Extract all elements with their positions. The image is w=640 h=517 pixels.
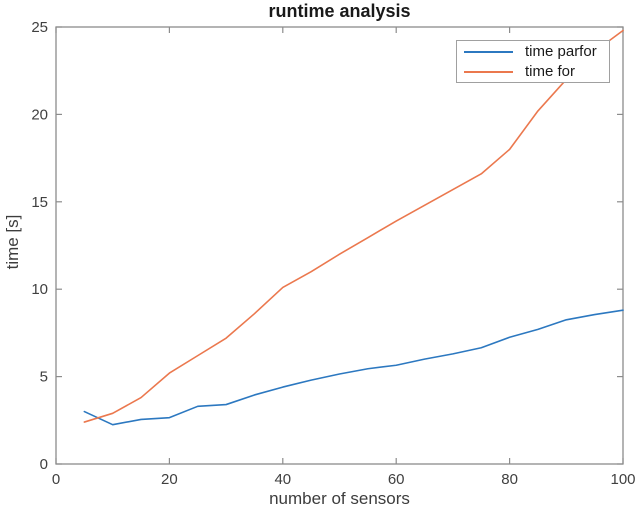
series-line-time-for bbox=[83, 29, 624, 423]
legend-line-sample-parfor-icon bbox=[464, 50, 513, 53]
chart-title: runtime analysis bbox=[268, 1, 411, 21]
y-tick-label: 25 bbox=[31, 19, 48, 36]
plot-frame bbox=[55, 26, 624, 465]
legend-item-time-for: time for bbox=[457, 62, 609, 82]
x-tick-label: 80 bbox=[501, 471, 518, 488]
legend-line-sample-for-icon bbox=[464, 70, 513, 73]
y-tick-label: 10 bbox=[31, 281, 48, 298]
y-tick-label: 0 bbox=[40, 456, 48, 473]
series-line-time-parfor bbox=[83, 309, 624, 426]
x-tick-label: 40 bbox=[274, 471, 291, 488]
y-tick-label: 15 bbox=[31, 194, 48, 211]
x-tick-label: 20 bbox=[161, 471, 178, 488]
y-tick-label: 20 bbox=[31, 106, 48, 123]
legend-label-time-parfor: time parfor bbox=[525, 42, 597, 60]
y-axis-label: time [s] bbox=[3, 214, 22, 270]
legend-item-time-parfor: time parfor bbox=[457, 42, 609, 62]
legend: time parfor time for bbox=[456, 40, 610, 83]
x-tick-label: 0 bbox=[52, 471, 60, 488]
legend-label-time-for: time for bbox=[525, 62, 576, 80]
x-axis-label: number of sensors bbox=[269, 489, 410, 508]
x-tick-label: 60 bbox=[388, 471, 405, 488]
y-tick-label: 5 bbox=[40, 369, 48, 386]
x-tick-label: 100 bbox=[610, 471, 635, 488]
